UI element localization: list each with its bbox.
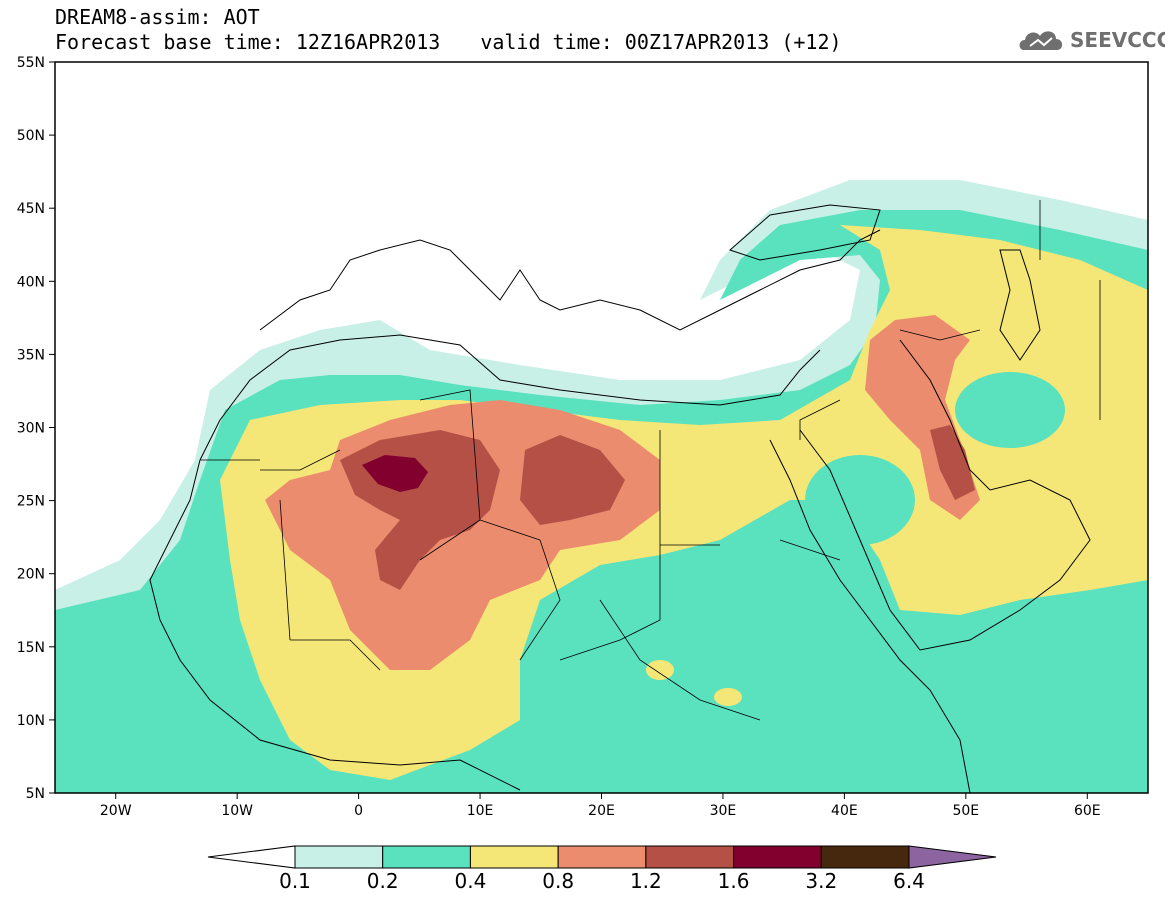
aot-band-1-2 (520, 435, 625, 525)
colorbar-label: 0.4 (455, 869, 487, 893)
lat-tick-label: 55N (17, 55, 45, 71)
lon-tick-label: 10W (221, 803, 253, 819)
lat-tick-label: 5N (26, 786, 45, 802)
coastline-north-africa (199, 334, 821, 461)
lat-tick-label: 35N (17, 347, 45, 363)
lat-tick-label: 50N (17, 128, 45, 144)
colorbar-box (645, 845, 735, 869)
coastline-black-sea (729, 204, 881, 261)
lat-tick-label: 30N (17, 421, 45, 437)
colorbar-box (733, 845, 822, 869)
lon-tick-label: 20W (100, 803, 132, 819)
colorbar-max-triangle (908, 845, 997, 869)
lat-tick-label: 20N (17, 567, 45, 583)
latitude-axis: 55N 50N 45N 40N 35N 30N 25N 20N 15N 10N 5N (17, 55, 55, 802)
longitude-axis: 20W 10W 0 10E 20E 30E 40E 50E 60E (100, 793, 1101, 819)
lat-tick-label: 40N (17, 274, 45, 290)
aot-patch (646, 660, 674, 680)
colorbar-label: 3.2 (805, 869, 837, 893)
colorbar-label: 0.2 (367, 869, 399, 893)
coastline-west-africa (149, 459, 521, 791)
aot-band-1-6 (362, 455, 428, 492)
lat-tick-label: 15N (17, 640, 45, 656)
base-time: Forecast base time: 12Z16APR2013 (55, 30, 441, 54)
coastline-europe (259, 229, 881, 331)
colorbar-label: 0.8 (542, 869, 574, 893)
colorbar-box (469, 845, 559, 869)
valid-time: valid time: 00Z17APR2013 (+12) (480, 30, 842, 54)
title-line-2: Forecast base time: 12Z16APR2013 valid ti… (55, 31, 842, 53)
title-line-1: DREAM8-assim: AOT (55, 5, 260, 29)
country-borders (200, 200, 1101, 721)
seevccc-logo: SEEVCCC (1018, 26, 1165, 56)
lon-tick-label: 60E (1074, 803, 1101, 819)
lon-tick-label: 40E (831, 803, 858, 819)
lon-tick-label: 20E (588, 803, 615, 819)
coastlines (149, 200, 1101, 793)
lat-tick-label: 10N (17, 713, 45, 729)
cloud-icon (1019, 31, 1063, 50)
lon-tick-label: 0 (354, 803, 363, 819)
lat-tick-label: 25N (17, 494, 45, 510)
logo-text: SEEVCCC (1070, 28, 1165, 52)
lat-tick-label: 45N (17, 201, 45, 217)
colorbar-min-triangle (207, 845, 296, 869)
coastline-red-sea (769, 439, 971, 793)
colorbar-box (294, 845, 384, 869)
coastline-caspian (999, 249, 1041, 361)
aot-patch (805, 455, 915, 545)
colorbar: 0.1 0.2 0.4 0.8 1.2 1.6 3.2 6.4 (207, 845, 997, 893)
colorbar-box (820, 845, 910, 869)
lon-tick-label: 30E (710, 803, 737, 819)
colorbar-label: 1.6 (718, 869, 750, 893)
colorbar-label: 0.1 (279, 869, 311, 893)
aot-patch (955, 372, 1065, 448)
colorbar-label: 1.2 (630, 869, 662, 893)
aot-field (55, 180, 1148, 793)
aot-patch (714, 688, 742, 706)
coastline-arabia (799, 339, 1091, 651)
colorbar-box (557, 845, 647, 869)
aot-band-1-2 (930, 425, 975, 500)
colorbar-box (382, 845, 471, 869)
lon-tick-label: 10E (467, 803, 494, 819)
colorbar-label: 6.4 (893, 869, 925, 893)
lon-tick-label: 50E (952, 803, 979, 819)
